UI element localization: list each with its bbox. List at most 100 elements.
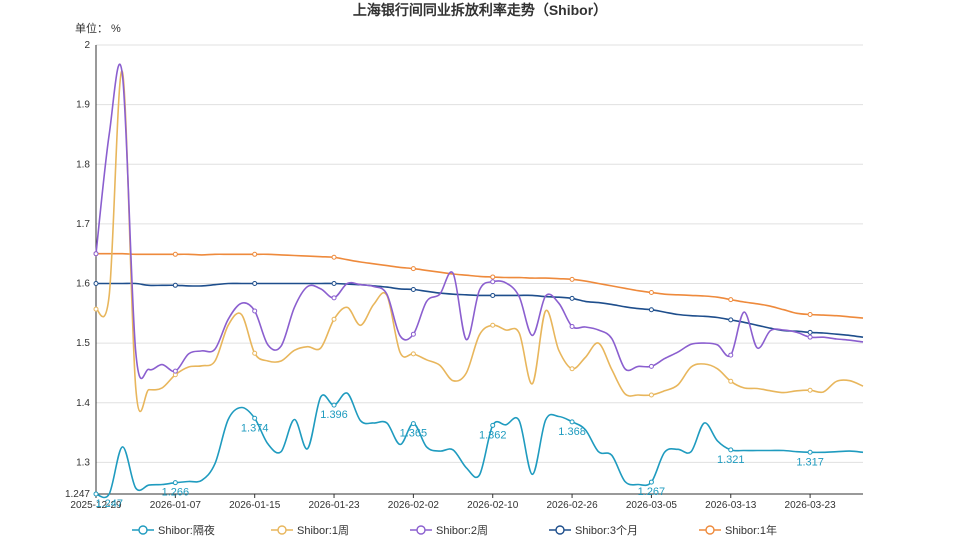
data-point [252, 350, 258, 356]
data-point [807, 334, 813, 340]
legend-marker [416, 525, 426, 535]
data-point [490, 279, 496, 285]
data-label: 1.396 [320, 409, 348, 421]
data-point [490, 322, 496, 328]
data-point [410, 286, 416, 292]
data-labels: 1.247 1.266 1.374 1.396 1.365 1.362 1.368 1.267… [95, 409, 823, 510]
data-point [331, 295, 337, 301]
data-point [490, 274, 496, 280]
x-tick-label: 2025-12-29 [70, 500, 122, 511]
legend-item[interactable]: Shibor:隔夜 [132, 523, 215, 537]
data-point [728, 317, 734, 323]
legend-label: Shibor:3个月 [575, 524, 638, 537]
legend-label: Shibor:1年 [725, 523, 777, 537]
data-label: 1.362 [479, 429, 507, 441]
data-point [648, 289, 654, 295]
legend[interactable]: Shibor:隔夜 Shibor:1周 Shibor:2周 Shibor:3个月 Shi… [132, 523, 777, 537]
data-point [648, 479, 654, 485]
data-point [807, 329, 813, 335]
x-tick-label: 2026-03-13 [705, 500, 757, 511]
y-tick-label: 1.9 [76, 100, 90, 111]
legend-marker [705, 525, 715, 535]
data-label: 1.266 [162, 487, 190, 499]
x-axis: 2025-12-29 2026-01-07 2026-01-15 2026-01-23… [70, 493, 863, 511]
data-point [728, 352, 734, 358]
data-point [93, 281, 99, 287]
y-tick-label: 1.8 [76, 159, 90, 170]
data-point [331, 402, 337, 408]
data-point [728, 447, 734, 453]
data-point [648, 363, 654, 369]
data-point [252, 281, 258, 287]
x-tick-label: 2026-01-07 [150, 500, 202, 511]
data-point [331, 281, 337, 287]
data-point [410, 351, 416, 357]
x-tick-label: 2026-03-23 [785, 500, 837, 511]
series-lines [93, 63, 864, 499]
data-point [331, 316, 337, 322]
data-label: 1.317 [796, 456, 824, 468]
chart-title: 上海银行间同业拆放利率走势（Shibor） [353, 2, 607, 18]
legend-label: Shibor:隔夜 [158, 523, 215, 537]
legend-item[interactable]: Shibor:1年 [699, 523, 777, 537]
data-point [252, 415, 258, 421]
data-point [93, 306, 99, 312]
series-line [96, 282, 864, 338]
series-line [96, 252, 864, 319]
data-point [172, 368, 178, 374]
x-tick-label: 2026-02-26 [546, 500, 598, 511]
data-label: 1.321 [717, 454, 745, 466]
series-line [95, 63, 864, 380]
data-point [410, 266, 416, 272]
data-point [728, 378, 734, 384]
legend-item[interactable]: Shibor:2周 [410, 524, 488, 537]
y-tick-label: 1.4 [76, 398, 90, 409]
legend-marker [277, 525, 287, 535]
data-point [807, 312, 813, 318]
y-axis: 1.247 1.3 1.4 1.5 1.6 1.7 1.8 1.9 2 [65, 40, 97, 500]
y-tick-label: 2 [84, 40, 90, 51]
y-tick-label: 1.7 [76, 219, 90, 230]
legend-label: Shibor:2周 [436, 524, 488, 537]
y-tick-label: 1.247 [65, 489, 90, 500]
data-point [569, 419, 575, 425]
x-tick-label: 2026-01-15 [229, 500, 281, 511]
data-point [569, 323, 575, 329]
x-tick-label: 2026-01-23 [308, 500, 360, 511]
data-point [648, 307, 654, 313]
data-point [807, 449, 813, 455]
data-label: 1.267 [638, 486, 666, 498]
data-point [807, 387, 813, 393]
x-tick-label: 2026-03-05 [626, 500, 678, 511]
unit-label: 单位： % [75, 21, 121, 35]
data-point [410, 331, 416, 337]
data-point [410, 421, 416, 427]
data-point [252, 251, 258, 257]
y-tick-label: 1.3 [76, 457, 90, 468]
data-label: 1.374 [241, 422, 269, 434]
legend-marker [138, 525, 148, 535]
legend-item[interactable]: Shibor:3个月 [549, 524, 638, 537]
data-point [490, 422, 496, 428]
data-point [569, 276, 575, 282]
data-point [728, 297, 734, 303]
x-tick-label: 2026-02-10 [467, 500, 519, 511]
data-label: 1.247 [95, 498, 123, 510]
data-point [93, 251, 99, 257]
data-point [172, 282, 178, 288]
data-point [172, 480, 178, 486]
x-tick-label: 2026-02-02 [388, 500, 440, 511]
y-tick-label: 1.5 [76, 338, 90, 349]
data-point [648, 392, 654, 398]
legend-label: Shibor:1周 [297, 524, 349, 537]
data-label: 1.368 [558, 426, 586, 438]
series-line [95, 70, 864, 413]
series-line [95, 392, 864, 499]
data-point [252, 308, 258, 314]
data-point [331, 254, 337, 260]
y-tick-label: 1.6 [76, 279, 90, 290]
legend-item[interactable]: Shibor:1周 [271, 524, 349, 537]
data-point [569, 295, 575, 301]
data-point [172, 251, 178, 257]
